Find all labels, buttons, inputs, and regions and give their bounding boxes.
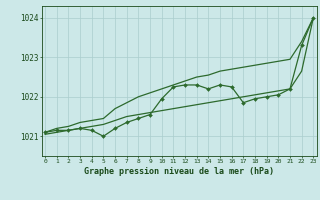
X-axis label: Graphe pression niveau de la mer (hPa): Graphe pression niveau de la mer (hPa): [84, 167, 274, 176]
